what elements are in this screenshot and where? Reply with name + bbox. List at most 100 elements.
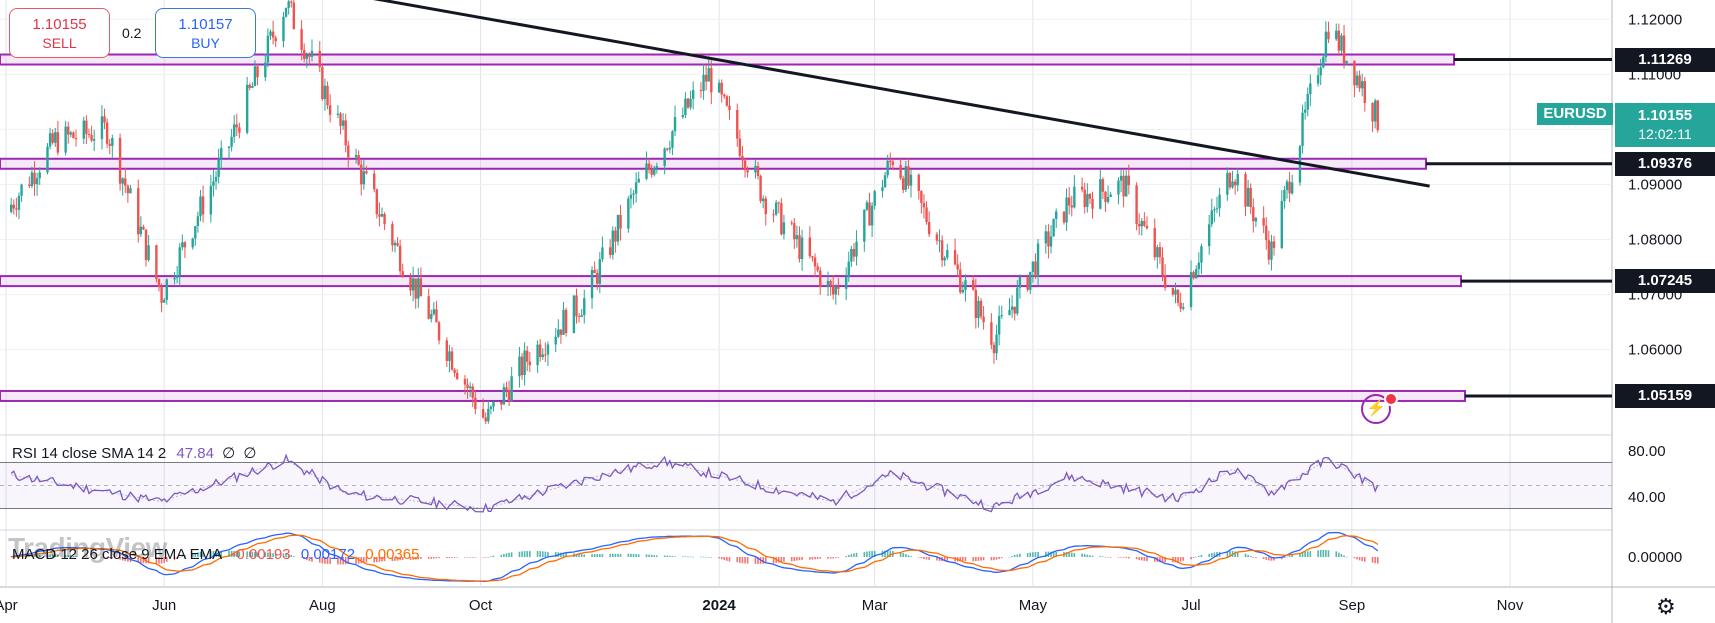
candle-body xyxy=(253,66,257,86)
candle-body xyxy=(1355,75,1359,86)
macd-histogram-bar xyxy=(1247,554,1249,557)
macd-histogram-bar xyxy=(272,553,274,557)
candle-body xyxy=(710,68,713,93)
candle-body xyxy=(427,296,430,319)
candle-body xyxy=(943,257,946,261)
macd-histogram-bar xyxy=(1109,557,1112,558)
macd-histogram-bar xyxy=(482,557,484,558)
buy-label: BUY xyxy=(191,35,220,51)
candle-body xyxy=(741,155,744,161)
candle-body xyxy=(173,277,176,280)
macd-histogram-bar xyxy=(1013,555,1016,557)
candle-body xyxy=(1353,60,1356,86)
candle-body xyxy=(997,315,1001,335)
candle-body xyxy=(1016,287,1019,314)
candle-body xyxy=(232,124,236,137)
rsi-pane xyxy=(0,434,1612,513)
candle-body xyxy=(520,356,524,376)
candle-body xyxy=(245,84,249,133)
macd-histogram-bar xyxy=(199,551,202,557)
time-tick-label: May xyxy=(1019,597,1048,614)
candle-body xyxy=(982,316,985,323)
macd-histogram-bar xyxy=(347,557,350,564)
macd-histogram-bar xyxy=(318,557,321,563)
macd-histogram-bar xyxy=(267,552,269,557)
last-price-badge: 1.10155 12:02:11 xyxy=(1615,103,1715,147)
candle-body xyxy=(383,214,386,225)
candle-body xyxy=(471,386,474,398)
macd-histogram-bar xyxy=(466,557,469,558)
macd-histogram-bar xyxy=(1286,556,1288,558)
macd-histogram-bar xyxy=(1345,556,1348,558)
macd-histogram-bar xyxy=(1086,554,1089,557)
rsi-legend[interactable]: RSI 14 close SMA 14 2 47.84 ∅ ∅ xyxy=(12,444,256,462)
candle-body xyxy=(72,132,75,139)
lightning-icon[interactable]: ⚡ xyxy=(1361,394,1391,424)
macd-histogram-bar xyxy=(264,552,267,557)
macd-histogram-bar xyxy=(744,557,746,564)
candle-body xyxy=(1049,236,1053,247)
candle-body xyxy=(69,132,73,135)
candle-body xyxy=(1288,181,1291,194)
macd-histogram-bar xyxy=(609,553,611,557)
candle-body xyxy=(909,174,913,186)
candle-body xyxy=(619,214,622,229)
macd-histogram-bar xyxy=(990,557,993,561)
trendline[interactable] xyxy=(304,0,1430,188)
macd-histogram-bar xyxy=(798,557,801,561)
macd-histogram-bar xyxy=(907,555,910,557)
candle-body xyxy=(655,165,659,168)
macd-histogram-bar xyxy=(827,557,829,559)
trendline-line[interactable] xyxy=(304,0,1430,188)
candle-body xyxy=(917,174,920,191)
gear-icon[interactable]: ⚙ xyxy=(1656,594,1676,619)
signal-line xyxy=(11,534,1379,582)
candle-body xyxy=(580,315,583,317)
candle-body xyxy=(118,137,122,184)
candle-body xyxy=(354,155,358,158)
macd-histogram-bar xyxy=(285,553,287,557)
candle-body xyxy=(54,132,57,143)
candle-body xyxy=(611,230,614,255)
candle-body xyxy=(1210,210,1213,225)
candle-body xyxy=(391,224,394,246)
candle-body xyxy=(855,241,858,257)
macd-histogram-bar xyxy=(1000,557,1003,559)
candle-body xyxy=(1119,175,1123,181)
symbol-badge: EURUSD xyxy=(1537,103,1613,125)
sell-button[interactable]: 1.10155 SELL xyxy=(9,8,110,58)
macd-histogram-bar xyxy=(155,557,158,564)
rsi-legend-extra1: ∅ xyxy=(222,445,236,462)
macd-histogram-bar xyxy=(617,553,619,557)
macd-histogram-bar xyxy=(1140,557,1143,561)
candle-body xyxy=(834,286,837,295)
candle-body xyxy=(1215,208,1219,210)
candle-body xyxy=(1182,307,1185,309)
macd-histogram-bar xyxy=(93,557,95,558)
macd-histogram-bar xyxy=(868,551,871,557)
macd-histogram-bar xyxy=(1052,551,1055,557)
candle-body xyxy=(175,275,179,278)
macd-histogram-bar xyxy=(31,555,33,557)
candle-body xyxy=(564,309,568,334)
buy-button[interactable]: 1.10157 BUY xyxy=(155,8,256,58)
macd-histogram-bar xyxy=(1356,557,1358,560)
candle-body xyxy=(990,322,993,345)
candle-body xyxy=(1029,271,1032,290)
macd-legend[interactable]: MACD 12 26 close 9 EMA EMA -0.00193 0.00… xyxy=(12,546,419,563)
macd-histogram-bar xyxy=(1068,552,1070,557)
candle-body xyxy=(795,235,799,240)
macd-histogram-bar xyxy=(344,557,347,565)
candle-body xyxy=(1179,302,1182,309)
macd-histogram-bar xyxy=(757,557,759,565)
candle-body xyxy=(764,198,767,215)
macd-histogram-bar xyxy=(1236,552,1239,557)
candle-body xyxy=(761,198,765,202)
macd-histogram-bar xyxy=(464,557,466,558)
macd-histogram-bar xyxy=(235,551,238,557)
candle-body xyxy=(326,85,329,106)
candle-body xyxy=(1244,174,1247,207)
macd-histogram-bar xyxy=(1198,555,1200,557)
macd-histogram-bar xyxy=(565,553,567,557)
